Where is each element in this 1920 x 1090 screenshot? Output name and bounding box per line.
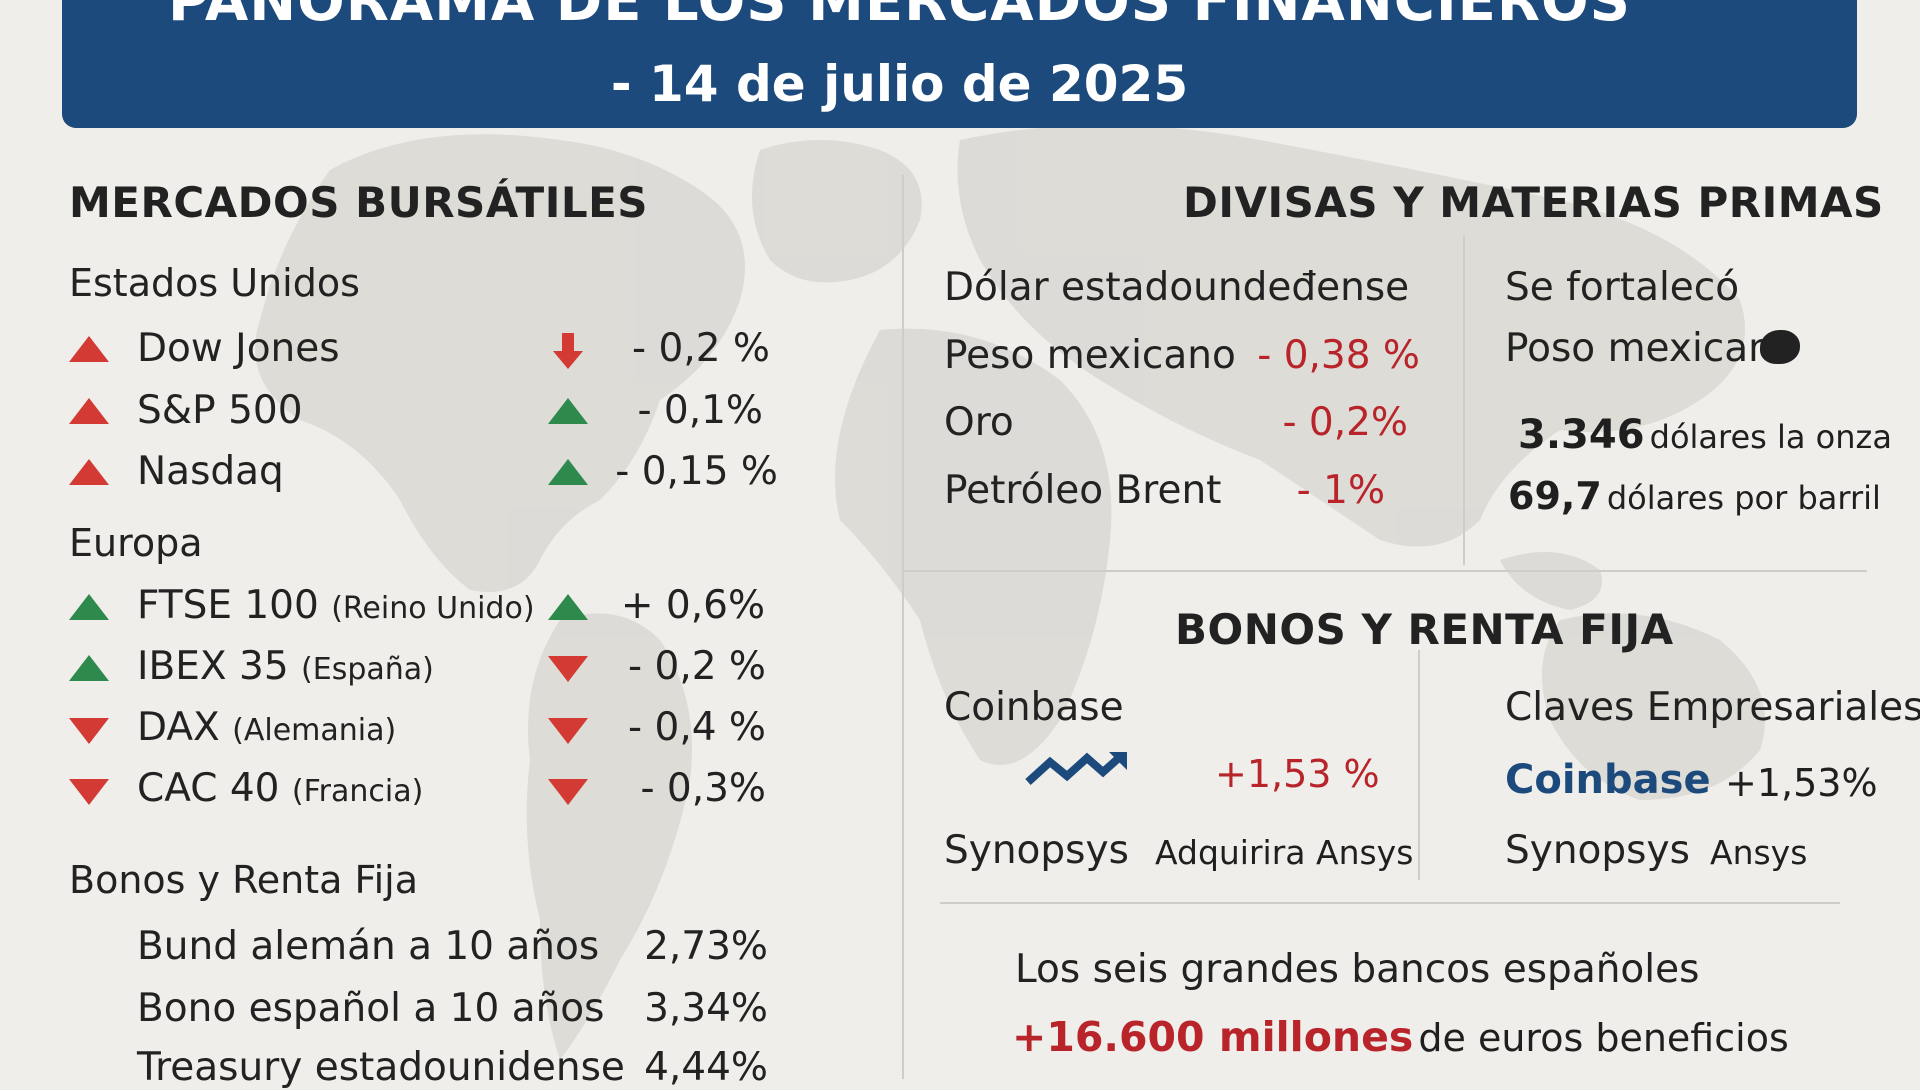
company-note: Adquirira Ansys (1155, 833, 1414, 872)
market-change: - 0,15 % (615, 449, 778, 494)
bonds-fixed-income-title: BONOS Y RENTA FIJA (1175, 605, 1674, 654)
oil-price: 69,7 dólares por barril (1508, 474, 1881, 518)
market-change: - 0,3% (640, 766, 766, 811)
banks-profit: +16.600 millones de euros beneficios (1012, 1013, 1789, 1061)
triangle-down-red-icon (548, 656, 588, 682)
fx-name: Peso mexicano (944, 333, 1236, 378)
triangle-up-green-icon (548, 594, 588, 620)
triangle-up-green-icon (548, 398, 588, 424)
market-name-text: FTSE 100 (137, 583, 319, 628)
banks-profit-amount: +16.600 millones (1012, 1013, 1414, 1061)
triangle-up-red-icon (69, 336, 109, 362)
fx-change: - 1% (1296, 468, 1385, 513)
market-change: - 0,1% (637, 388, 763, 433)
company-name: Synopsys (944, 828, 1129, 873)
company-note: Ansys (1710, 833, 1808, 872)
banks-profit-text: de euros beneficios (1418, 1016, 1789, 1060)
section-divider (902, 570, 1867, 572)
company-name: Coinbase (1505, 757, 1711, 803)
triangle-down-red-icon (69, 779, 109, 805)
bond-name: Treasury estadounidense (137, 1045, 625, 1090)
bonds-subtitle: Bonos y Renta Fija (69, 858, 419, 902)
oil-unit: dólares por barril (1606, 479, 1881, 517)
fx-divider (1463, 235, 1465, 565)
oil-amount: 69,7 (1508, 474, 1602, 518)
column-divider (902, 175, 904, 1079)
bond-yield: 3,34% (644, 986, 768, 1031)
market-country: (España) (301, 652, 434, 687)
market-change: + 0,6% (620, 583, 765, 628)
fx-note: Poso mexicano (1505, 326, 1797, 371)
market-name-text: CAC 40 (137, 766, 280, 811)
gold-amount: 3.346 (1518, 412, 1645, 458)
bond-yield: 2,73% (644, 924, 768, 969)
fx-name: Petróleo Brent (944, 468, 1222, 513)
ink-blot (1760, 330, 1800, 364)
trend-up-icon (1025, 752, 1127, 785)
stock-markets-title: MERCADOS BURSÁTILES (69, 178, 649, 227)
market-country: (Francia) (291, 774, 424, 809)
market-name: DAX (Alemania) (137, 705, 396, 750)
market-name-text: DAX (137, 705, 220, 750)
page-title: PANORAMA DE LOS MERCADOS FINANCIEROS (168, 0, 1631, 34)
market-name: IBEX 35 (España) (137, 644, 434, 689)
market-change: - 0,4 % (628, 705, 766, 750)
page-subtitle: - 14 de julio de 2025 (610, 55, 1189, 113)
triangle-up-red-icon (69, 459, 109, 485)
bond-name: Bono español a 10 años (137, 986, 605, 1031)
market-name-text: IBEX 35 (137, 644, 289, 689)
gold-price: 3.346 dólares la onza (1518, 412, 1892, 458)
arrow-down-red-icon (553, 333, 583, 369)
section-divider (940, 902, 1840, 904)
market-name: Dow Jones (137, 326, 340, 371)
fx-commodities-title: DIVISAS Y MATERIAS PRIMAS (1183, 178, 1884, 227)
banks-line: Los seis grandes bancos españoles (1015, 947, 1700, 992)
bonds-divider (1418, 650, 1420, 880)
fx-note: Se fortalecó (1505, 265, 1740, 310)
market-name: CAC 40 (Francia) (137, 766, 423, 811)
fx-name: Oro (944, 400, 1014, 445)
triangle-up-green-icon (548, 459, 588, 485)
key-companies-title: Claves Empresariales (1505, 685, 1920, 730)
triangle-up-red-icon (69, 398, 109, 424)
region-us: Estados Unidos (69, 261, 360, 305)
company-change: +1,53 % (1215, 752, 1380, 796)
market-name: S&P 500 (137, 388, 303, 433)
company-name: Coinbase (944, 685, 1124, 730)
bond-name: Bund alemán a 10 años (137, 924, 600, 969)
market-country: (Reino Unido) (331, 591, 535, 626)
triangle-down-red-icon (69, 718, 109, 744)
fx-name: Dólar estadoundeđense (944, 265, 1410, 310)
gold-unit: dólares la onza (1649, 418, 1892, 456)
company-name: Synopsys (1505, 828, 1690, 873)
market-change: - 0,2 % (628, 644, 766, 689)
triangle-up-green-icon (69, 655, 109, 681)
market-country: (Alemania) (232, 713, 397, 748)
market-name: FTSE 100 (Reino Unido) (137, 583, 535, 628)
bond-yield: 4,44% (644, 1045, 768, 1090)
triangle-down-red-icon (548, 779, 588, 805)
triangle-down-red-icon (548, 718, 588, 744)
triangle-up-green-icon (69, 594, 109, 620)
header-banner: PANORAMA DE LOS MERCADOS FINANCIEROS - 1… (62, 0, 1857, 128)
market-change: - 0,2 % (632, 326, 770, 371)
fx-change: - 0,38 % (1257, 333, 1420, 378)
region-europe: Europa (69, 521, 203, 565)
company-change: +1,53% (1725, 761, 1878, 805)
market-name: Nasdaq (137, 449, 284, 494)
fx-change: - 0,2% (1282, 400, 1408, 445)
